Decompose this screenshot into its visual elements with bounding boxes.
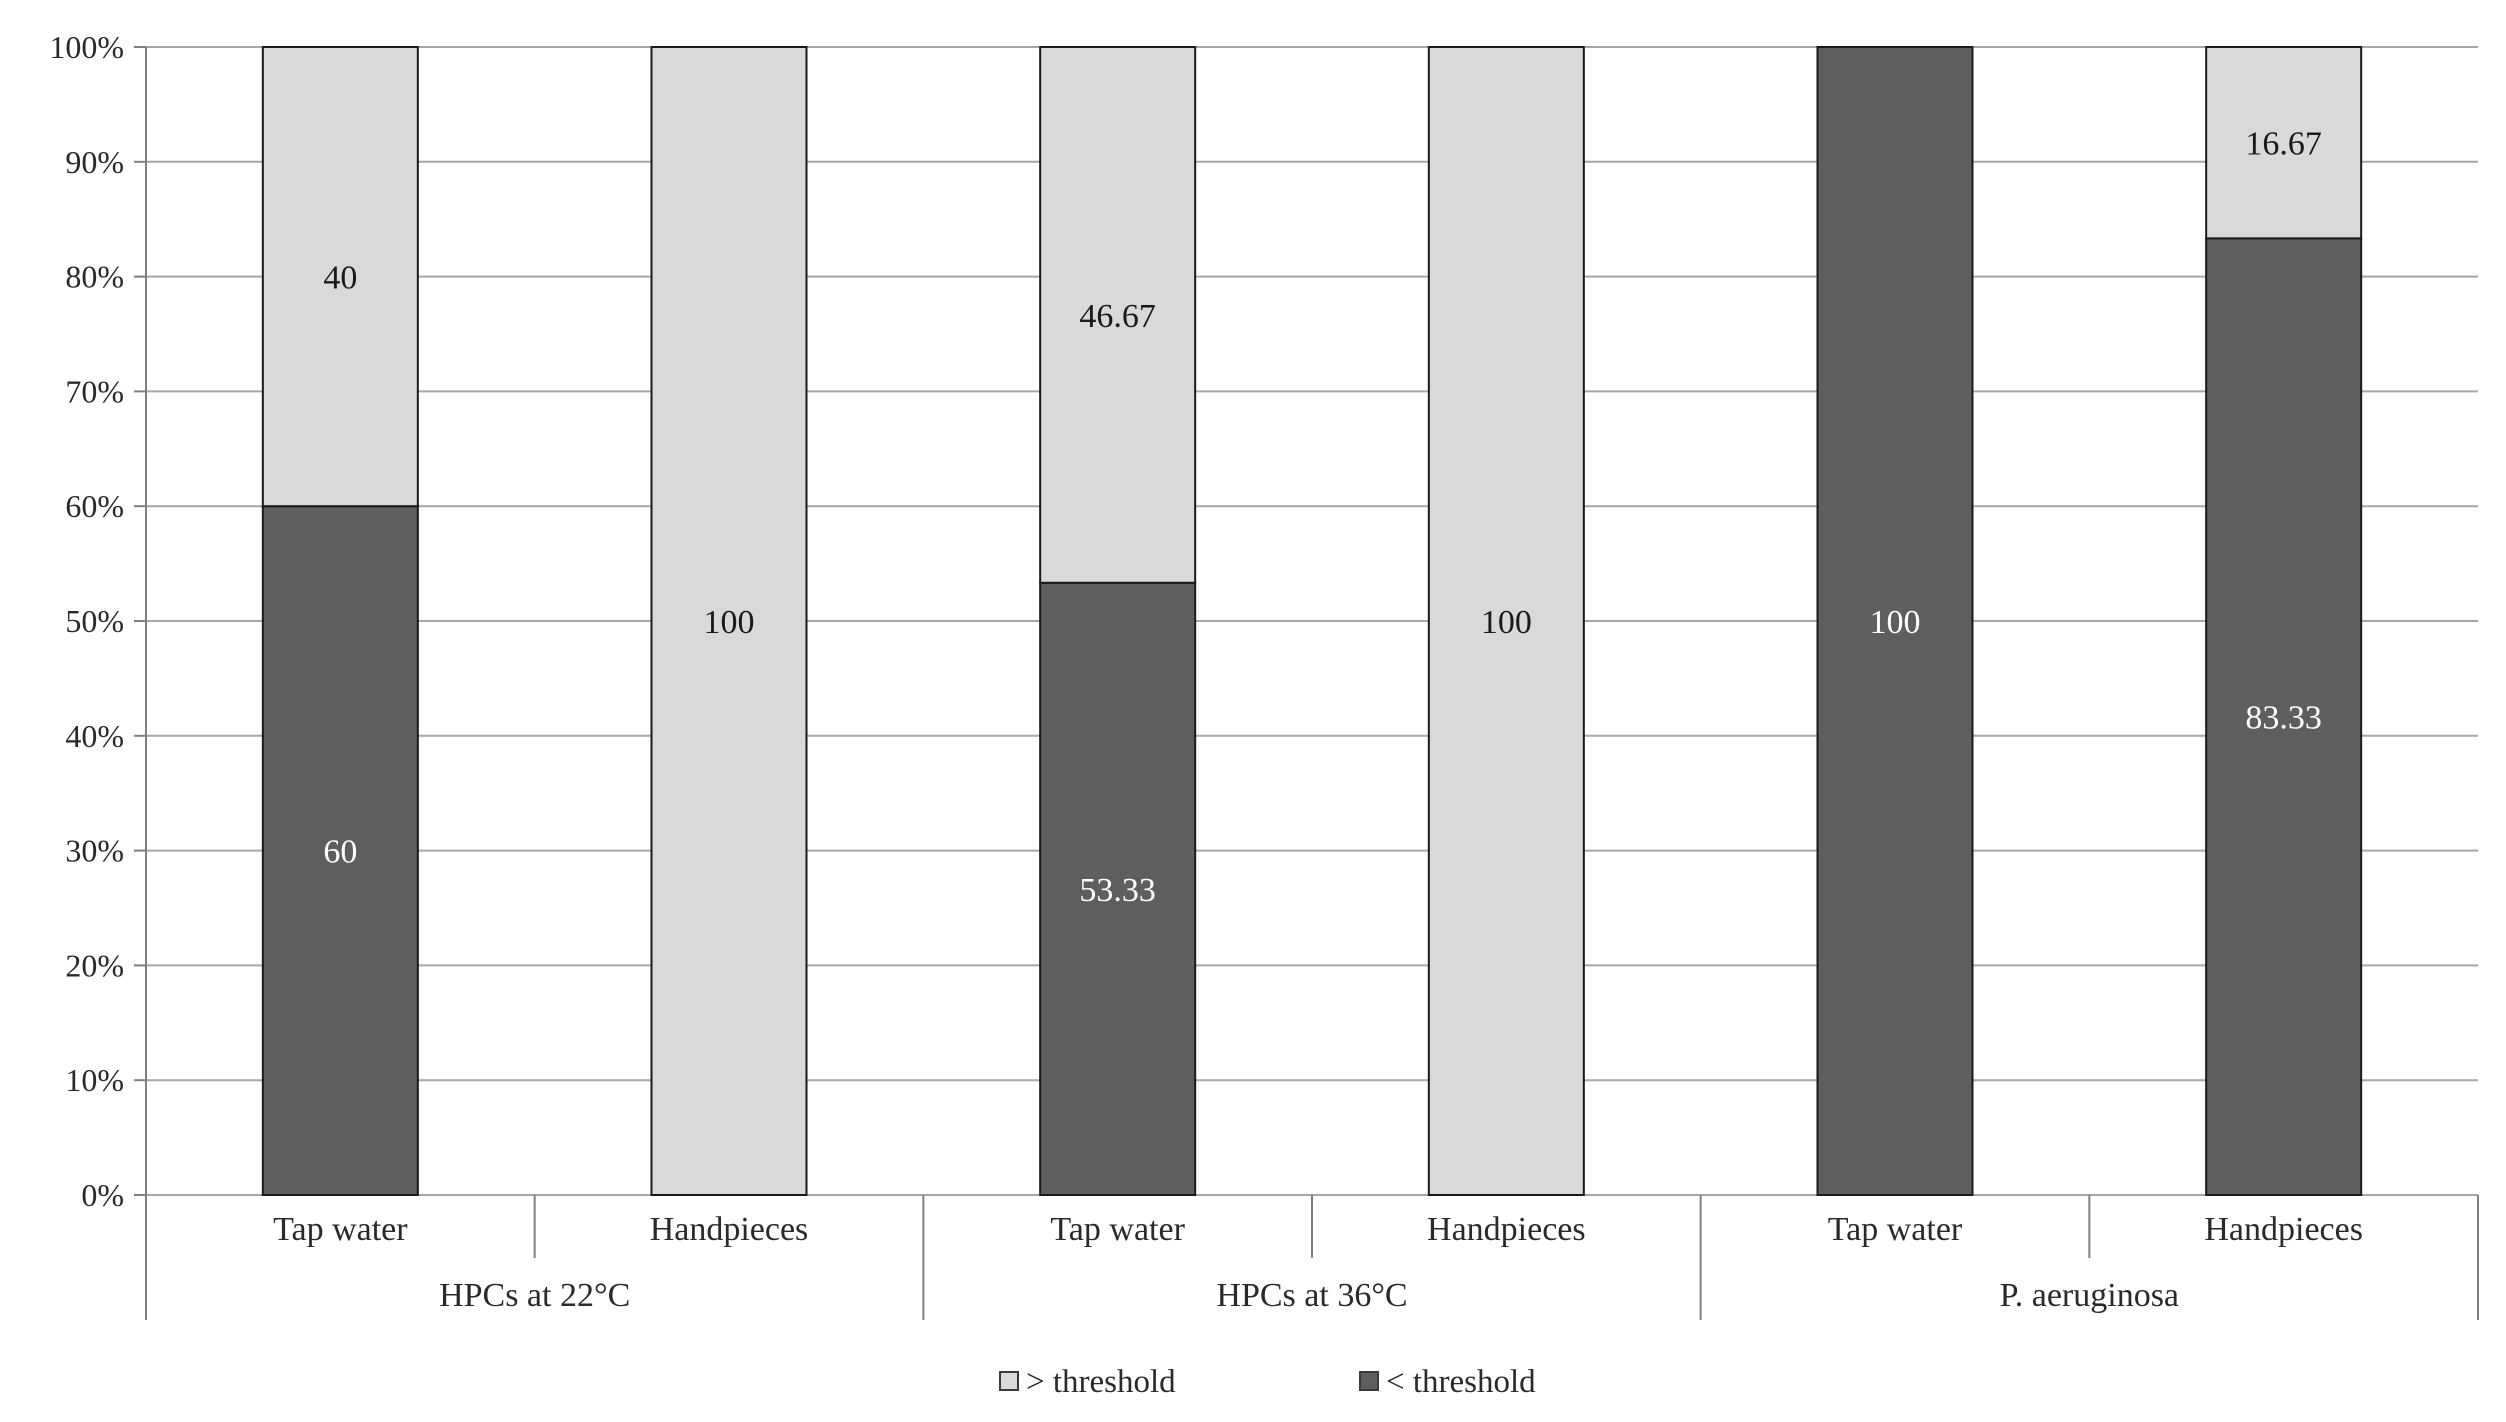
axes: 0% 10% 20% 30% 40% 50% 60% 70% 80% 90% 100% Tap wat…: [49, 29, 2479, 1320]
bar-segment: [261, 46, 419, 508]
data-labels: 60 40 100 53.33 46.67 100 100 83.33 16.67: [323, 126, 2322, 909]
x-category-label: Handpieces: [1427, 1211, 1586, 1248]
data-label: 100: [704, 604, 755, 641]
y-tick-label: 0%: [81, 1177, 124, 1213]
x-category-label: Tap water: [1050, 1211, 1185, 1248]
y-tick-label: 60%: [65, 488, 124, 524]
x-category-label: Tap water: [1828, 1211, 1963, 1248]
gridlines: [146, 46, 2478, 1196]
legend-label: > threshold: [1026, 1364, 1176, 1400]
data-label: 40: [323, 260, 357, 297]
legend-label: < threshold: [1386, 1364, 1536, 1400]
x-category-label: Handpieces: [2204, 1211, 2363, 1248]
data-label: 100: [1481, 604, 1532, 641]
y-tick-label: 70%: [65, 373, 124, 409]
bar-segment: [1427, 46, 1585, 1196]
y-tick-label: 30%: [65, 833, 124, 869]
y-tick-label: 100%: [49, 29, 124, 65]
y-tick-label: 40%: [65, 718, 124, 754]
data-label: 46.67: [1079, 298, 1156, 335]
x-group-label: HPCs at 22°C: [439, 1277, 630, 1314]
data-label: 60: [323, 834, 357, 871]
y-tick-label: 10%: [65, 1062, 124, 1098]
x-category-label: Handpieces: [650, 1211, 809, 1248]
bar-segment: [261, 505, 419, 1196]
data-label: 100: [1870, 604, 1921, 641]
x-category-label: Tap water: [273, 1211, 408, 1248]
data-label: 53.33: [1079, 872, 1156, 909]
x-group-label: P. aeruginosa: [2000, 1277, 2179, 1314]
legend: > threshold < threshold: [999, 1364, 1536, 1400]
y-tick-label: 90%: [65, 144, 124, 180]
legend-swatch: [1359, 1371, 1379, 1391]
y-tick-label: 80%: [65, 259, 124, 295]
data-label: 16.67: [2245, 126, 2322, 163]
y-tick-label: 50%: [65, 603, 124, 639]
bar-segment: [1039, 46, 1197, 584]
bar-segment: [2205, 46, 2363, 240]
bar-segment: [1816, 46, 1974, 1196]
bars: [261, 46, 2363, 1197]
legend-swatch: [999, 1371, 1019, 1391]
x-group-label: HPCs at 36°C: [1216, 1277, 1407, 1314]
bar-segment: [650, 46, 808, 1196]
bar-segment: [2205, 237, 2363, 1197]
bar-segment: [1039, 581, 1197, 1196]
y-tick-label: 20%: [65, 947, 124, 983]
data-label: 83.33: [2245, 700, 2322, 737]
